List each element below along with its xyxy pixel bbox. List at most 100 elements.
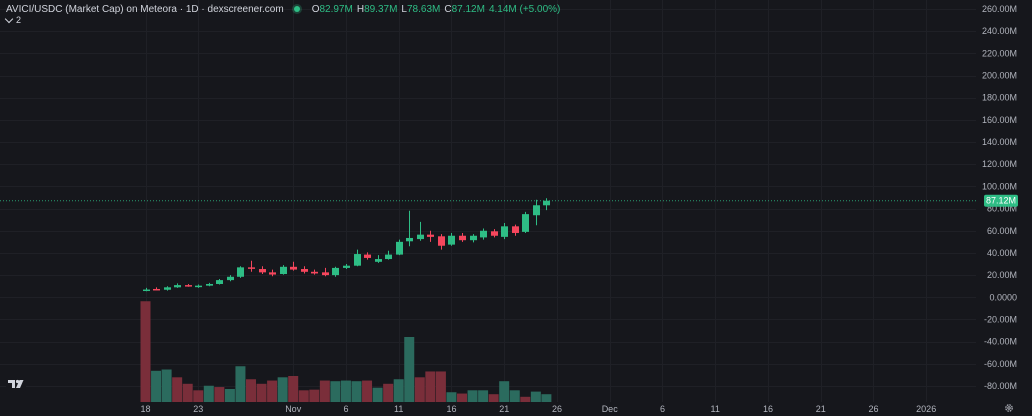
collapse-indicators-toggle[interactable]: 2 xyxy=(4,14,22,26)
x-tick-label: 23 xyxy=(193,404,203,414)
volume-bar xyxy=(140,301,151,402)
chart-legend: AVICI/USDC (Market Cap) on Meteora · 1D … xyxy=(4,2,560,16)
candle xyxy=(174,283,181,288)
candle-body xyxy=(501,226,508,237)
candle xyxy=(480,228,487,240)
candle-body xyxy=(470,235,477,241)
volume-bar xyxy=(214,387,225,402)
candle xyxy=(364,252,371,260)
y-tick-label: -60.00M xyxy=(984,359,1017,369)
y-tick-label: 160.00M xyxy=(982,115,1017,125)
x-tick-label: 2026 xyxy=(916,404,936,414)
candle xyxy=(206,282,213,287)
candle-body xyxy=(406,237,413,242)
volume-bar xyxy=(520,396,531,402)
open-key: O xyxy=(311,3,320,15)
last-price-tag xyxy=(984,194,1018,207)
candle xyxy=(332,266,339,277)
candle xyxy=(470,234,477,243)
tradingview-logo-icon[interactable] xyxy=(6,376,26,392)
candle-body xyxy=(185,285,192,287)
time-axis[interactable]: 18 23 Nov 6 11 16 21 26 Dec 6 11 16 21 26 2026 xyxy=(140,404,936,414)
y-tick-label: 200.00M xyxy=(982,71,1017,81)
candle xyxy=(216,278,223,285)
candle xyxy=(375,255,382,263)
candle xyxy=(280,265,287,275)
candle-body xyxy=(543,200,550,206)
candle-body xyxy=(322,272,329,276)
candle xyxy=(322,267,329,277)
live-status-icon xyxy=(293,6,300,12)
volume-bar xyxy=(457,393,467,402)
low-key: L xyxy=(401,3,407,15)
candle xyxy=(237,266,244,278)
volume-bar xyxy=(435,371,446,402)
candle xyxy=(512,224,519,236)
volume-bar xyxy=(404,337,415,402)
volume-bar xyxy=(340,380,351,402)
candle-body xyxy=(522,214,529,232)
volume-bar xyxy=(414,377,425,402)
x-tick-label: 6 xyxy=(343,404,348,414)
candles xyxy=(143,198,550,292)
candle xyxy=(343,264,350,270)
candle xyxy=(438,234,445,250)
candle-body xyxy=(206,283,213,286)
candle xyxy=(164,286,171,291)
volume-bar xyxy=(309,389,320,402)
volume-bar xyxy=(446,392,457,402)
price-axis[interactable]: 260.00M 240.00M 220.00M 200.00M 180.00M 160.0… xyxy=(982,4,1017,391)
volume-bar xyxy=(330,381,341,402)
volume-bar xyxy=(372,387,383,402)
x-tick-label: 26 xyxy=(552,404,562,414)
candle-body xyxy=(438,236,445,246)
candle-body xyxy=(491,231,498,236)
y-tick-label: 140.00M xyxy=(982,137,1017,147)
volume-bar xyxy=(467,390,478,402)
candle-body xyxy=(301,269,308,272)
close-value: 87.12M xyxy=(451,3,485,15)
settings-gear-icon[interactable] xyxy=(1004,403,1014,413)
candle-body xyxy=(385,254,392,260)
x-tick-label: 6 xyxy=(660,404,665,414)
indicator-count: 2 xyxy=(16,15,22,25)
y-tick-label: 100.00M xyxy=(982,181,1017,191)
candle-body xyxy=(427,234,434,237)
y-tick-label: 60.00M xyxy=(987,226,1017,236)
candle-body xyxy=(269,272,276,275)
volume-bar xyxy=(193,390,204,402)
candle xyxy=(385,250,392,260)
candle-body xyxy=(354,254,361,266)
chevron-down-icon xyxy=(4,14,14,23)
volume-bar xyxy=(351,381,362,402)
x-tick-label: Dec xyxy=(602,404,619,414)
volume-bar xyxy=(235,366,246,402)
candle-body xyxy=(143,289,150,292)
close-key: C xyxy=(444,3,452,15)
candle-body xyxy=(237,267,244,277)
x-tick-label: 16 xyxy=(446,404,456,414)
x-tick-label: 21 xyxy=(499,404,509,414)
x-tick-label: 11 xyxy=(394,404,403,414)
volume-bar xyxy=(172,377,183,402)
candle-body xyxy=(512,226,519,233)
volume-bar xyxy=(224,389,235,402)
candle-body xyxy=(248,267,255,269)
candle xyxy=(143,287,150,292)
candle xyxy=(533,199,540,226)
volume-bar xyxy=(509,390,520,402)
candle-body xyxy=(332,267,339,276)
volume-bar xyxy=(488,394,499,402)
y-tick-label: 120.00M xyxy=(982,159,1017,169)
x-tick-label: 18 xyxy=(140,404,150,414)
x-tick-label: 26 xyxy=(868,404,878,414)
volume-bar xyxy=(393,379,404,402)
x-tick-label: 16 xyxy=(763,404,773,414)
last-price-label: 87.12M xyxy=(984,194,1018,207)
candle-body xyxy=(280,266,287,275)
volume-bar xyxy=(256,383,267,402)
candle xyxy=(195,284,202,288)
y-tick-label: 80.00M xyxy=(987,204,1017,214)
y-tick-label: -40.00M xyxy=(984,337,1017,347)
